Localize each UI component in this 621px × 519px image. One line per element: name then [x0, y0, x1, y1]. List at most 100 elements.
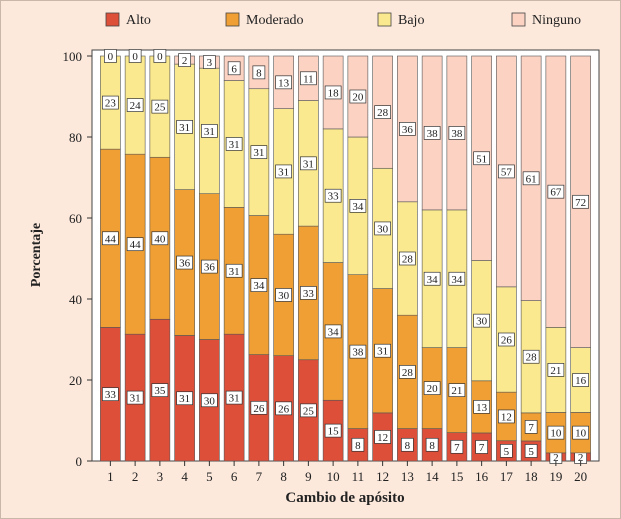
data-label-ninguno: 13	[278, 77, 290, 89]
data-label-bajo: 31	[229, 139, 240, 151]
data-label-alto: 5	[528, 446, 534, 458]
y-tick-label: 40	[69, 292, 82, 307]
bar-stack-5: 30 36 31 3	[199, 55, 220, 462]
data-label-bajo: 24	[130, 100, 142, 112]
x-tick-label: 5	[206, 469, 213, 484]
data-label-bajo: 31	[253, 147, 264, 159]
data-label-ninguno: 20	[352, 92, 364, 104]
data-label-moderado: 36	[204, 262, 216, 274]
data-label-ninguno: 57	[501, 166, 513, 178]
x-tick-label: 3	[157, 469, 164, 484]
data-label-alto: 35	[154, 385, 166, 397]
data-label-moderado: 31	[377, 346, 388, 358]
x-tick-label: 14	[426, 469, 440, 484]
data-label-alto: 26	[278, 403, 290, 415]
data-label-box	[275, 401, 292, 416]
data-label-box	[522, 171, 540, 186]
y-tick-label: 20	[69, 373, 82, 388]
data-label-moderado: 38	[352, 347, 364, 359]
data-label-bajo: 25	[154, 102, 166, 114]
data-label-box	[423, 381, 441, 395]
bar-stack-18: 5 7 28 61	[520, 55, 542, 462]
x-axis-title: Cambio de apósito	[285, 490, 404, 506]
data-label-box	[524, 444, 538, 458]
data-label-box	[153, 49, 167, 63]
data-label-box	[126, 237, 144, 252]
data-label-box	[399, 122, 416, 136]
data-label-moderado: 10	[575, 428, 587, 440]
data-label-moderado: 44	[105, 233, 117, 245]
data-label-box	[498, 332, 515, 347]
data-label-ninguno: 38	[451, 128, 463, 140]
data-label-box	[498, 164, 515, 179]
data-label-box	[227, 61, 241, 76]
x-tick-label: 16	[475, 469, 489, 484]
data-label-moderado: 31	[229, 266, 240, 278]
data-label-box	[473, 151, 490, 166]
x-tick-label: 11	[352, 469, 365, 484]
bar-stack-20: 2 10 16 72	[570, 55, 591, 464]
data-label-box	[300, 156, 317, 171]
y-tick-label: 80	[69, 130, 82, 145]
data-label-box	[324, 188, 342, 203]
y-tick-label: 100	[63, 49, 83, 64]
data-label-ninguno: 0	[132, 51, 138, 63]
data-label-box	[324, 85, 342, 100]
data-label-box	[225, 390, 243, 405]
data-label-box	[300, 286, 317, 300]
data-label-moderado: 12	[501, 411, 512, 423]
data-label-moderado: 34	[253, 280, 265, 292]
x-tick-label: 2	[132, 469, 139, 484]
legend: Alto Moderado Bajo Ninguno	[105, 12, 581, 28]
data-label-box	[104, 49, 117, 63]
data-label-moderado: 44	[130, 239, 142, 251]
data-label-box	[225, 137, 243, 151]
data-label-box	[450, 439, 464, 454]
data-label-ninguno: 51	[476, 153, 487, 165]
data-label-bajo: 34	[427, 274, 439, 286]
data-label-bajo: 31	[303, 158, 314, 170]
data-label-bajo: 30	[377, 223, 389, 235]
data-label-moderado: 20	[427, 383, 439, 395]
y-tick-label: 60	[69, 211, 82, 226]
data-label-alto: 31	[229, 393, 240, 405]
data-label-alto: 26	[253, 403, 265, 415]
data-label-ninguno: 61	[526, 173, 537, 185]
data-label-moderado: 30	[278, 290, 290, 302]
data-label-alto: 15	[328, 426, 340, 438]
data-label-box	[425, 437, 439, 452]
x-tick-label: 20	[574, 469, 587, 484]
x-tick-label: 10	[327, 469, 340, 484]
data-label-bajo: 34	[352, 201, 364, 213]
data-label-box	[102, 387, 119, 402]
data-label-alto: 5	[504, 446, 510, 458]
data-label-ninguno: 8	[256, 67, 262, 79]
data-label-bajo: 26	[501, 335, 513, 347]
data-label-ninguno: 6	[231, 63, 237, 75]
data-label-alto: 8	[355, 440, 361, 452]
data-label-bajo: 34	[451, 274, 463, 286]
data-label-box	[201, 259, 218, 274]
data-label-box	[300, 403, 317, 418]
data-label-ninguno: 0	[157, 51, 163, 63]
data-label-alto: 7	[479, 442, 485, 454]
y-tick-label: 0	[76, 454, 83, 469]
data-label-ninguno: 3	[207, 57, 213, 69]
data-label-ninguno: 38	[427, 128, 439, 140]
x-tick-label: 17	[500, 469, 514, 484]
legend-label-ninguno: Ninguno	[532, 13, 581, 28]
data-label-alto: 2	[553, 452, 559, 464]
bar-stack-17: 5 12 26 57	[496, 55, 517, 462]
data-label-box	[349, 89, 367, 104]
data-label-box	[500, 444, 513, 458]
data-label-box	[151, 383, 169, 397]
data-label-moderado: 36	[179, 258, 191, 270]
data-label-ninguno: 18	[328, 87, 340, 99]
data-label-box	[201, 124, 218, 138]
data-label-box	[225, 263, 243, 278]
data-label-box	[374, 343, 391, 358]
bar-stack-6: 31 31 31 6	[223, 55, 245, 462]
data-label-ninguno: 67	[550, 187, 562, 199]
data-label-box	[473, 400, 490, 414]
